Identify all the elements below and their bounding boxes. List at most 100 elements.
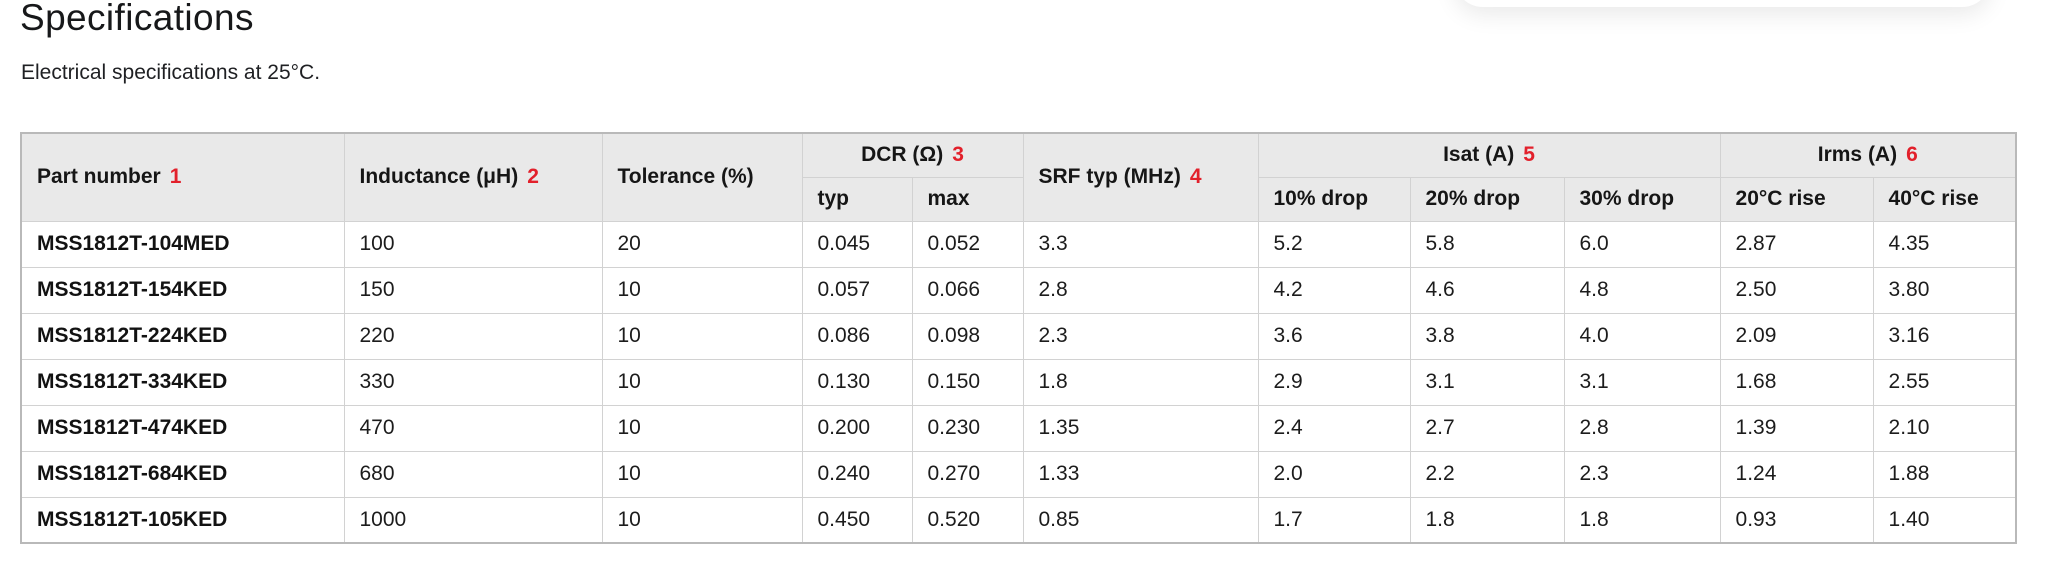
sub-header-isat-30-drop: 30% drop (1563, 176, 1721, 222)
cell-inductance: 470 (343, 404, 603, 452)
table-row: MSS1812T-224KED 220 10 0.086 0.098 2.3 3… (20, 312, 2017, 360)
cell-isat-30: 2.3 (1563, 450, 1721, 498)
sub-header-isat-20-drop: 20% drop (1409, 176, 1565, 222)
table-row: MSS1812T-105KED 1000 10 0.450 0.520 0.85… (20, 496, 2017, 544)
sub-header-dcr-typ: typ (801, 176, 913, 222)
cell-dcr-max: 0.270 (911, 450, 1024, 498)
table-row: MSS1812T-684KED 680 10 0.240 0.270 1.33 … (20, 450, 2017, 498)
cell-inductance: 680 (343, 450, 603, 498)
cell-irms-20: 1.24 (1719, 450, 1874, 498)
cell-isat-10: 3.6 (1257, 312, 1411, 360)
cell-dcr-typ: 0.240 (801, 450, 913, 498)
table-row: MSS1812T-154KED 150 10 0.057 0.066 2.8 4… (20, 266, 2017, 314)
cell-isat-30: 3.1 (1563, 358, 1721, 406)
cell-inductance: 220 (343, 312, 603, 360)
footnote-ref-5[interactable]: 5 (1523, 143, 1535, 167)
footnote-ref-4[interactable]: 4 (1189, 165, 1202, 189)
cell-isat-20: 3.1 (1409, 358, 1565, 406)
cell-irms-40: 3.16 (1872, 312, 2017, 360)
header-sub-row: typ max 10% drop 20% drop 30% drop 20°C … (21, 176, 2017, 222)
specifications-table: Part number 1 Inductance (μH) 2 Tolerance … (20, 132, 2018, 544)
col-header-tolerance: Tolerance (%) (601, 132, 803, 222)
cell-isat-30: 2.8 (1563, 404, 1721, 452)
table-row: MSS1812T-474KED 470 10 0.200 0.230 1.35 … (20, 404, 2017, 452)
cell-srf: 1.35 (1022, 404, 1259, 452)
cell-dcr-max: 0.230 (911, 404, 1024, 452)
cell-isat-20: 1.8 (1409, 496, 1565, 544)
cell-srf: 2.8 (1022, 266, 1259, 314)
cell-isat-30: 6.0 (1563, 220, 1721, 268)
cell-part-number: MSS1812T-334KED (20, 358, 345, 406)
cell-inductance: 100 (343, 220, 603, 268)
cell-inductance: 1000 (343, 496, 603, 544)
footnote-ref-2[interactable]: 2 (527, 165, 539, 189)
cell-irms-40: 4.35 (1872, 220, 2017, 268)
floating-widget (1455, 0, 1990, 7)
cell-tolerance: 20 (601, 220, 803, 268)
cell-irms-20: 2.09 (1719, 312, 1874, 360)
cell-irms-40: 1.88 (1872, 450, 2017, 498)
group-header-label: Irms (A) (1817, 143, 1898, 167)
cell-irms-20: 0.93 (1719, 496, 1874, 544)
sub-header-dcr-max: max (911, 176, 1024, 222)
cell-irms-40: 3.80 (1872, 266, 2017, 314)
cell-isat-20: 2.7 (1409, 404, 1565, 452)
group-header-irms: Irms (A) 6 (1719, 132, 2017, 178)
cell-isat-10: 2.9 (1257, 358, 1411, 406)
cell-part-number: MSS1812T-224KED (20, 312, 345, 360)
sub-header-irms-20c-rise: 20°C rise (1719, 176, 1874, 222)
cell-isat-10: 4.2 (1257, 266, 1411, 314)
cell-part-number: MSS1812T-104MED (20, 220, 345, 268)
group-header-isat: Isat (A) 5 (1257, 132, 1721, 178)
cell-dcr-max: 0.520 (911, 496, 1024, 544)
footnote-ref-3[interactable]: 3 (952, 143, 964, 167)
cell-srf: 2.3 (1022, 312, 1259, 360)
cell-irms-20: 1.68 (1719, 358, 1874, 406)
cell-irms-40: 2.10 (1872, 404, 2017, 452)
col-header-part-number: Part number 1 (20, 132, 345, 222)
cell-inductance: 150 (343, 266, 603, 314)
col-header-label: Part number (37, 165, 161, 189)
cell-isat-20: 2.2 (1409, 450, 1565, 498)
sub-header-isat-10-drop: 10% drop (1257, 176, 1411, 222)
cell-isat-30: 1.8 (1563, 496, 1721, 544)
col-header-label: SRF typ (MHz) (1038, 165, 1181, 189)
cell-isat-30: 4.0 (1563, 312, 1721, 360)
cell-srf: 1.8 (1022, 358, 1259, 406)
cell-part-number: MSS1812T-105KED (20, 496, 345, 544)
cell-dcr-max: 0.052 (911, 220, 1024, 268)
cell-irms-20: 2.87 (1719, 220, 1874, 268)
cell-tolerance: 10 (601, 404, 803, 452)
cell-irms-20: 1.39 (1719, 404, 1874, 452)
cell-isat-30: 4.8 (1563, 266, 1721, 314)
page-title: Specifications (20, 0, 254, 38)
group-header-label: DCR (Ω) (861, 143, 944, 167)
cell-dcr-typ: 0.086 (801, 312, 913, 360)
footnote-ref-1[interactable]: 1 (169, 165, 182, 189)
group-header-dcr: DCR (Ω) 3 (801, 132, 1024, 178)
col-header-label: Tolerance (%) (617, 165, 754, 189)
cell-dcr-typ: 0.130 (801, 358, 913, 406)
cell-isat-20: 4.6 (1409, 266, 1565, 314)
col-header-inductance: Inductance (μH) 2 (343, 132, 603, 222)
cell-part-number: MSS1812T-154KED (20, 266, 345, 314)
col-header-srf: SRF typ (MHz) 4 (1022, 132, 1259, 222)
sub-header-irms-40c-rise: 40°C rise (1872, 176, 2017, 222)
header-group-row: Part number 1 Inductance (μH) 2 Tolerance … (20, 132, 2017, 222)
cell-isat-20: 5.8 (1409, 220, 1565, 268)
col-header-label: Inductance (μH) (359, 165, 519, 189)
cell-dcr-typ: 0.045 (801, 220, 913, 268)
cell-part-number: MSS1812T-684KED (20, 450, 345, 498)
cell-tolerance: 10 (601, 266, 803, 314)
cell-dcr-typ: 0.057 (801, 266, 913, 314)
cell-dcr-typ: 0.200 (801, 404, 913, 452)
table-row: MSS1812T-104MED 100 20 0.045 0.052 3.3 5… (20, 220, 2017, 268)
cell-dcr-max: 0.150 (911, 358, 1024, 406)
page-subtitle: Electrical specifications at 25°C. (21, 61, 321, 84)
cell-part-number: MSS1812T-474KED (20, 404, 345, 452)
group-header-label: Isat (A) (1443, 143, 1515, 167)
footnote-ref-6[interactable]: 6 (1906, 143, 1918, 167)
cell-tolerance: 10 (601, 358, 803, 406)
cell-srf: 1.33 (1022, 450, 1259, 498)
cell-isat-10: 1.7 (1257, 496, 1411, 544)
